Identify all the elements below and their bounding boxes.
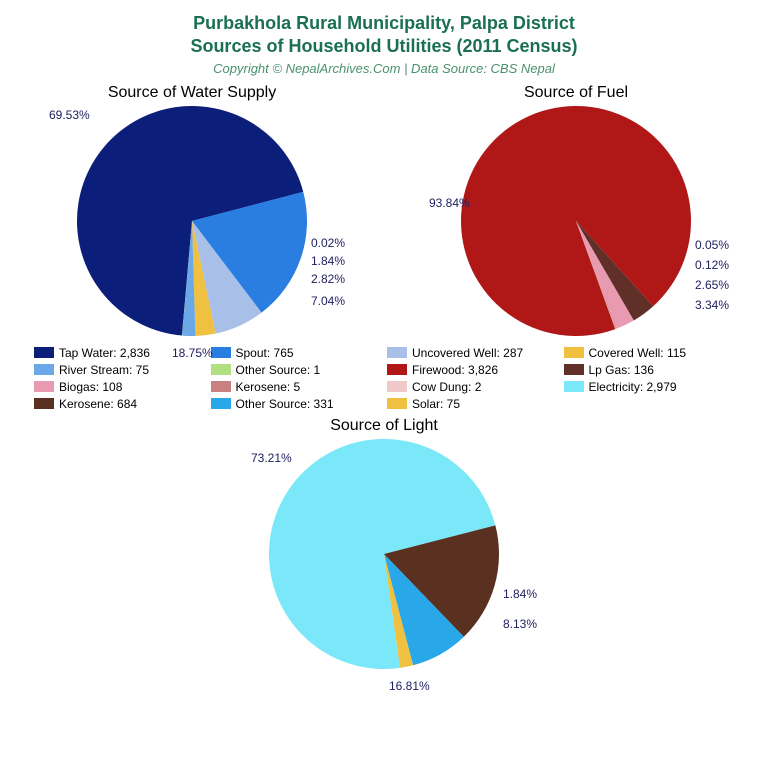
- legend-swatch: [34, 347, 54, 358]
- legend-item: Other Source: 331: [211, 397, 382, 411]
- title-block: Purbakhola Rural Municipality, Palpa Dis…: [0, 0, 768, 76]
- pct-label: 2.82%: [311, 272, 345, 286]
- legend-swatch: [387, 381, 407, 392]
- legend-label: Covered Well: 115: [589, 346, 687, 360]
- light-chart-cell: Source of Light 73.21%16.81%8.13%1.84%: [204, 417, 564, 669]
- pct-label: 0.12%: [695, 258, 729, 272]
- legend-label: Biogas: 108: [59, 380, 122, 394]
- top-chart-row: Source of Water Supply 69.53%18.75%7.04%…: [0, 84, 768, 336]
- legend-swatch: [387, 398, 407, 409]
- legend-label: Spout: 765: [236, 346, 294, 360]
- legend-item: Kerosene: 5: [211, 380, 382, 394]
- light-pie: 73.21%16.81%8.13%1.84%: [269, 439, 499, 669]
- legend-label: Solar: 75: [412, 397, 460, 411]
- legend-item: Uncovered Well: 287: [387, 346, 558, 360]
- fuel-chart-cell: Source of Fuel 93.84%3.34%2.65%0.12%0.05…: [396, 84, 756, 336]
- legend-swatch: [211, 347, 231, 358]
- legend-item: Kerosene: 684: [34, 397, 205, 411]
- legend-item: Electricity: 2,979: [564, 380, 735, 394]
- legend-swatch: [34, 364, 54, 375]
- pct-label: 8.13%: [503, 617, 537, 631]
- pct-label: 69.53%: [49, 108, 90, 122]
- legend-label: Tap Water: 2,836: [59, 346, 150, 360]
- legend-swatch: [387, 364, 407, 375]
- pct-label: 7.04%: [311, 294, 345, 308]
- pct-label: 16.81%: [389, 679, 430, 693]
- legend-swatch: [387, 347, 407, 358]
- pct-label: 0.05%: [695, 238, 729, 252]
- legend-label: Lp Gas: 136: [589, 363, 654, 377]
- pct-label: 1.84%: [503, 587, 537, 601]
- title-line-2: Sources of Household Utilities (2011 Cen…: [0, 35, 768, 58]
- fuel-chart-title: Source of Fuel: [396, 84, 756, 102]
- legend-label: Other Source: 331: [236, 397, 334, 411]
- legend-swatch: [564, 347, 584, 358]
- legend-item: Solar: 75: [387, 397, 558, 411]
- legend-swatch: [34, 381, 54, 392]
- legend-item: Other Source: 1: [211, 363, 382, 377]
- legend-label: Other Source: 1: [236, 363, 321, 377]
- fuel-pie: 93.84%3.34%2.65%0.12%0.05%: [461, 106, 691, 336]
- legend-label: Electricity: 2,979: [589, 380, 677, 394]
- legend-swatch: [211, 381, 231, 392]
- pct-label: 93.84%: [429, 196, 470, 210]
- legend-item: River Stream: 75: [34, 363, 205, 377]
- legend-item: Spout: 765: [211, 346, 382, 360]
- legend-item: Biogas: 108: [34, 380, 205, 394]
- legend-label: River Stream: 75: [59, 363, 149, 377]
- legend-label: Kerosene: 684: [59, 397, 137, 411]
- subtitle: Copyright © NepalArchives.Com | Data Sou…: [0, 61, 768, 76]
- legend-item: Covered Well: 115: [564, 346, 735, 360]
- legend-label: Firewood: 3,826: [412, 363, 498, 377]
- legend-swatch: [211, 398, 231, 409]
- pct-label: 73.21%: [251, 451, 292, 465]
- legend-swatch: [564, 364, 584, 375]
- pct-label: 1.84%: [311, 254, 345, 268]
- legend-item: Firewood: 3,826: [387, 363, 558, 377]
- legend-item: Lp Gas: 136: [564, 363, 735, 377]
- pct-label: 18.75%: [172, 346, 213, 360]
- legend-label: Cow Dung: 2: [412, 380, 481, 394]
- title-line-1: Purbakhola Rural Municipality, Palpa Dis…: [0, 12, 768, 35]
- legend-label: Kerosene: 5: [236, 380, 301, 394]
- legend-item: Cow Dung: 2: [387, 380, 558, 394]
- legend-label: Uncovered Well: 287: [412, 346, 523, 360]
- water-chart-cell: Source of Water Supply 69.53%18.75%7.04%…: [12, 84, 372, 336]
- legend: Tap Water: 2,836 Spout: 765 Uncovered Well…: [34, 346, 734, 411]
- pct-label: 3.34%: [695, 298, 729, 312]
- legend-swatch: [564, 381, 584, 392]
- legend-swatch: [211, 364, 231, 375]
- water-pie: 69.53%18.75%7.04%2.82%1.84%0.02%: [77, 106, 307, 336]
- pct-label: 0.02%: [311, 236, 345, 250]
- water-chart-title: Source of Water Supply: [12, 84, 372, 102]
- light-chart-title: Source of Light: [204, 417, 564, 435]
- pct-label: 2.65%: [695, 278, 729, 292]
- legend-swatch: [34, 398, 54, 409]
